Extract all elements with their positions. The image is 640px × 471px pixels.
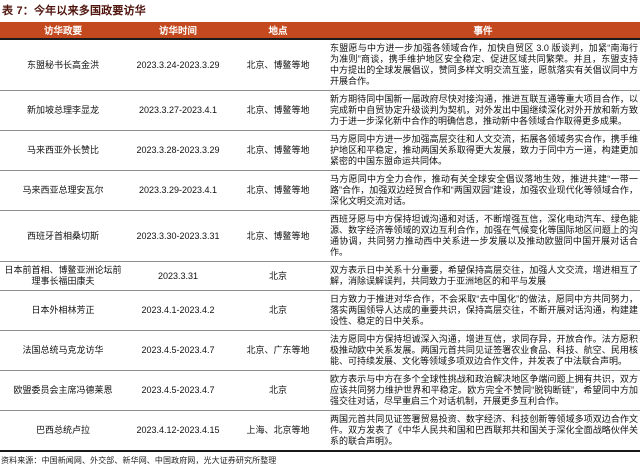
cell-period: 2023.3.31 — [157, 270, 199, 281]
column-header-location: 地点 — [230, 22, 326, 40]
cell-event: 欧方表示与中方在多个全球性挑战和政治解决地区争端问题上拥有共识，双方应该共同努力… — [330, 374, 638, 406]
table-header: 访华政要 访华时间 地点 事件 — [0, 22, 640, 40]
cell-location: 北京、博鳌等地 — [246, 145, 310, 155]
column-header-event: 事件 — [326, 22, 640, 40]
cell-event: 两国元首共同见证签署贸易投资、数字经济、科技创新等领域多项双边合作文件。双方发表… — [330, 414, 638, 446]
cell-event: 双方表示日中关系十分重要，希望保持高层交往，加强人文交流，增进相互了解，消除误解… — [330, 265, 638, 286]
table-row: 马来西亚外长赞比 2023.3.28-2023.3.29 北京、博鳌等地 马方愿… — [0, 131, 640, 171]
cell-event: 法方愿同中方保持坦诚深入沟通，增进互信，求同存异，开放合作。法方愿积极推动欧中关… — [330, 334, 638, 366]
column-header-dignitary: 访华政要 — [0, 22, 126, 40]
table-row: 新加坡总理李显龙 2023.3.27-2023.4.1 北京、博鳌等地 新方期待… — [0, 91, 640, 131]
table-row: 日本外相林芳正 2023.4.1-2023.4.2 北京 日方致力于推进对华合作… — [0, 291, 640, 331]
table-row: 西班牙首相桑切斯 2023.3.30-2023.3.31 北京、博鳌等地 西班牙… — [0, 211, 640, 262]
cell-location: 北京、博鳌等地 — [246, 59, 310, 70]
table-row: 欧盟委员会主席冯德莱恩 2023.4.5-2023.4.7 北京 欧方表示与中方… — [0, 371, 640, 411]
table-row: 巴西总统卢拉 2023.4.12-2023.4.15 上海、北京等地 两国元首共… — [0, 411, 640, 451]
cell-event: 新方期待同中国新一届政府尽快对接沟通，推进互联互通等重大项目合作，以完成新中自贸… — [330, 94, 638, 126]
cell-period: 2023.4.5-2023.4.7 — [141, 345, 215, 355]
cell-period: 2023.3.29-2023.4.1 — [138, 185, 218, 195]
cell-dignitary: 新加坡总理李显龙 — [26, 105, 99, 115]
table-row: 马来西亚总理安瓦尔 2023.3.29-2023.4.1 北京、博鳌等地 马方愿… — [0, 171, 640, 211]
dignitary-visits-table: 访华政要 访华时间 地点 事件 东盟秘书长高金洪 2023.3.24-2023.… — [0, 22, 640, 452]
cell-location: 北京、广东等地 — [246, 345, 310, 355]
table-row: 东盟秘书长高金洪 2023.3.24-2023.3.29 北京、博鳌等地 东盟愿… — [0, 39, 640, 91]
cell-period: 2023.4.1-2023.4.2 — [141, 305, 215, 315]
cell-event: 西班牙愿与中方保持坦诚沟通和对话，不断增强互信，深化电动汽车、绿色能源、数字经济… — [330, 214, 638, 257]
cell-period: 2023.3.27-2023.4.1 — [138, 105, 218, 115]
cell-period: 2023.3.28-2023.3.29 — [136, 145, 220, 155]
source-note: 资料来源：中国新闻网、外交部、新华网、中国政府网，光大证券研究所整理 — [1, 456, 277, 465]
cell-location: 北京、博鳌等地 — [246, 105, 310, 115]
cell-location: 北京 — [268, 385, 287, 395]
column-header-period: 访华时间 — [126, 22, 230, 40]
table-row: 日本前首相、博鳌亚洲论坛前理事长福田康夫 2023.3.31 北京 双方表示日中… — [0, 262, 640, 291]
cell-period: 2023.3.30-2023.3.31 — [136, 230, 220, 241]
cell-location: 北京、博鳌等地 — [246, 185, 310, 195]
cell-period: 2023.3.24-2023.3.29 — [136, 59, 220, 70]
cell-dignitary: 马来西亚总理安瓦尔 — [22, 185, 104, 195]
cell-dignitary: 马来西亚外长赞比 — [26, 145, 99, 155]
cell-event: 东盟愿与中方进一步加强各领域合作，加快自贸区 3.0 版谈判，加紧“南海行为准则… — [330, 43, 638, 86]
cell-dignitary: 日本外相林芳正 — [31, 305, 95, 315]
cell-dignitary: 欧盟委员会主席冯德莱恩 — [13, 385, 113, 395]
cell-location: 北京、博鳌等地 — [246, 230, 310, 241]
cell-dignitary: 法国总统马克龙访华 — [22, 345, 104, 355]
table-row: 法国总统马克龙访华 2023.4.5-2023.4.7 北京、广东等地 法方愿同… — [0, 331, 640, 371]
cell-period: 2023.4.5-2023.4.7 — [141, 385, 215, 395]
cell-dignitary: 东盟秘书长高金洪 — [26, 59, 99, 70]
cell-period: 2023.4.12-2023.4.15 — [136, 425, 220, 435]
cell-dignitary: 西班牙首相桑切斯 — [26, 230, 99, 241]
cell-event: 日方致力于推进对华合作，不会采取“去中国化”的做法，愿同中方共同努力，落实两国领… — [330, 294, 638, 326]
cell-location: 上海、北京等地 — [246, 425, 310, 435]
table-body: 东盟秘书长高金洪 2023.3.24-2023.3.29 北京、博鳌等地 东盟愿… — [0, 39, 640, 451]
cell-location: 北京 — [268, 270, 287, 281]
table-caption: 表 7：今年以来多国政要访华 — [2, 5, 146, 17]
cell-location: 北京 — [268, 305, 287, 315]
cell-event: 马方愿同中方进一步加强高层交往和人文交流，拓展各领域务实合作，携手维护地区和平稳… — [330, 134, 638, 166]
cell-dignitary: 巴西总统卢拉 — [35, 425, 90, 435]
cell-dignitary: 日本前首相、博鳌亚洲论坛前理事长福田康夫 — [4, 265, 122, 286]
header-row: 访华政要 访华时间 地点 事件 — [0, 22, 640, 40]
cell-event: 马方愿同中方全力合作，推动有关全球安全倡议落地生效，推进共建“一带一路”合作，加… — [330, 174, 638, 206]
